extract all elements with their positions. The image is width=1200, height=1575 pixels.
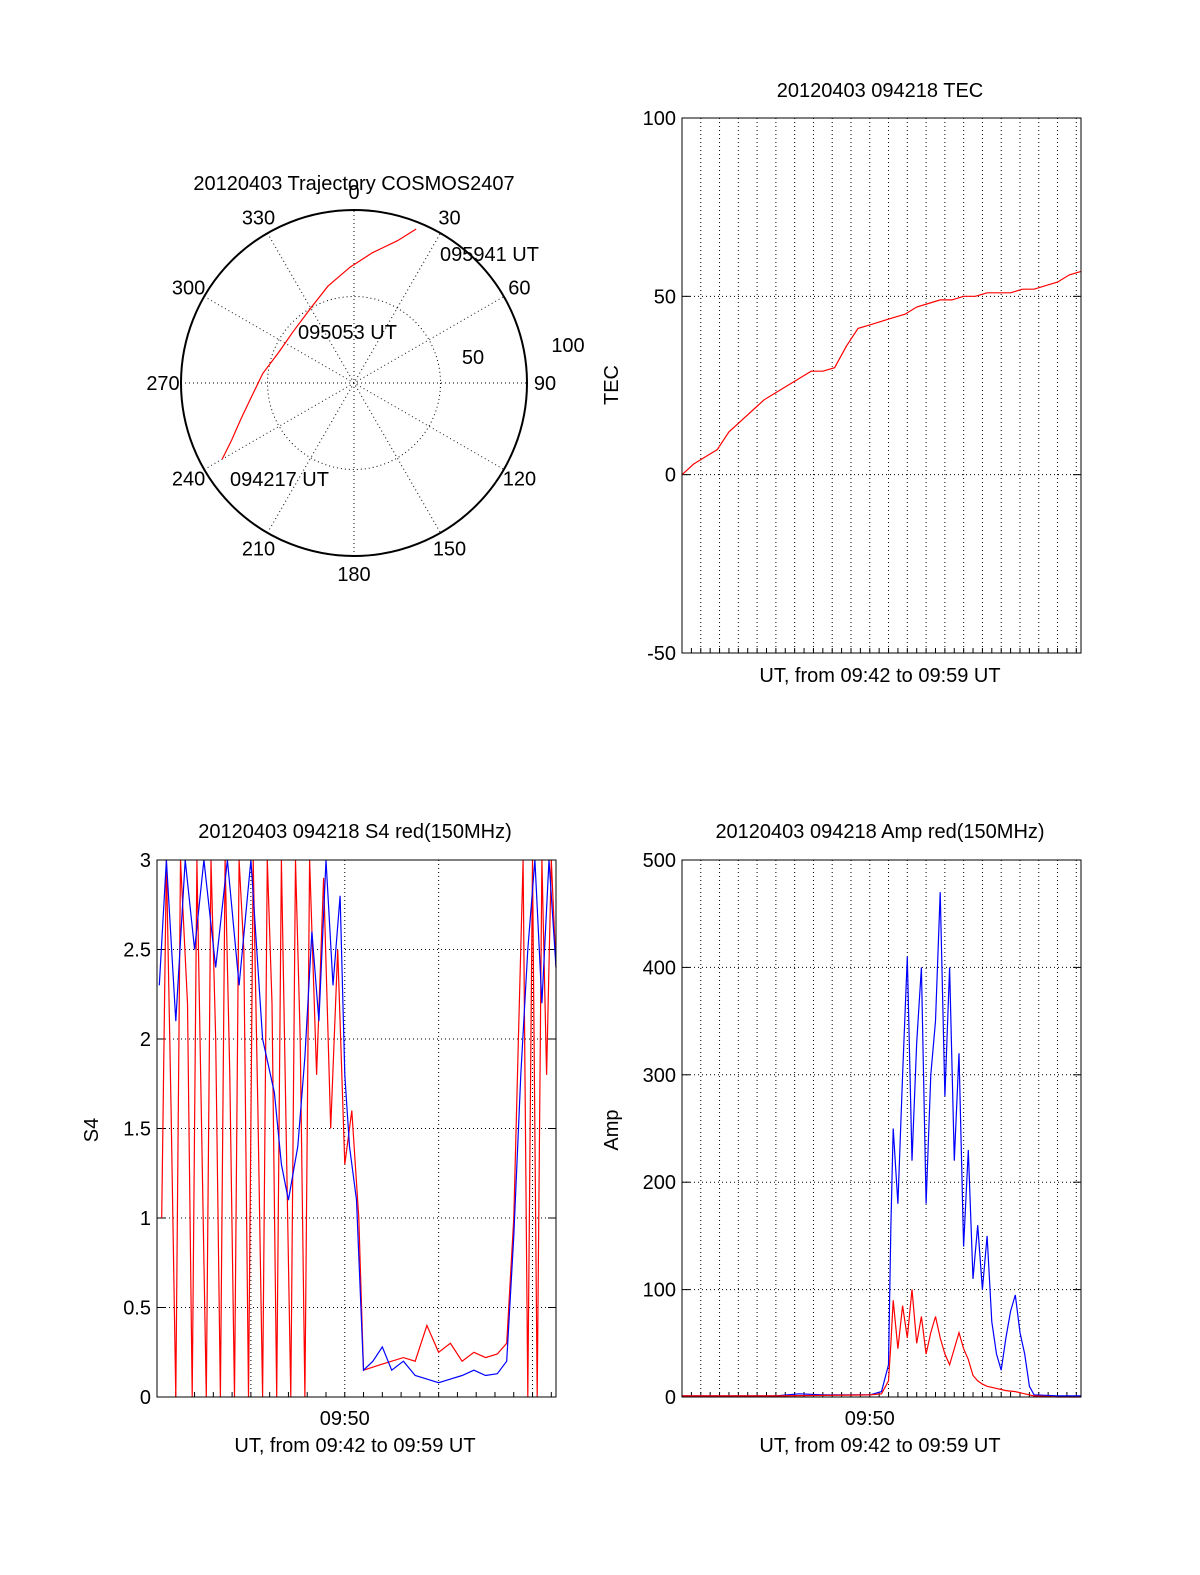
polar-angle-label: 210 xyxy=(242,538,275,560)
amp-panel: 20120403 094218 Amp red(150MHz) 0 100 200 3… xyxy=(601,821,1082,1457)
polar-angle-label: 240 xyxy=(172,469,205,491)
amp-series xyxy=(682,892,1081,1398)
amp-x-label: UT, from 09:42 to 09:59 UT xyxy=(759,1435,1000,1457)
s4-plot-frame xyxy=(156,859,557,1398)
annotation-end-time: 095941 UT xyxy=(440,244,539,266)
tec-grid xyxy=(682,118,1081,653)
s4-title: 20120403 094218 S4 red(150MHz) xyxy=(198,821,512,843)
trajectory-panel: 20120403 Trajectory COSMOS2407 0 30 60 90 12… xyxy=(146,173,584,586)
polar-angle-label: 30 xyxy=(438,208,460,230)
y-tick-label: 500 xyxy=(643,850,676,872)
blue-series-line xyxy=(158,859,557,1384)
annotation-start-time: 094217 UT xyxy=(230,469,329,491)
y-tick-label: 1.5 xyxy=(123,1119,151,1141)
polar-angle-label: 90 xyxy=(534,373,556,395)
s4-y-ticks: 0 0.5 1 1.5 2 2.5 3 xyxy=(123,850,556,1409)
tec-y-label: TEC xyxy=(601,365,623,405)
amp-plot-frame xyxy=(681,859,1082,1398)
y-tick-label: 2 xyxy=(140,1029,151,1051)
y-tick-label: 400 xyxy=(643,957,676,979)
y-tick-label: 0 xyxy=(140,1387,151,1409)
y-tick-label: 2.5 xyxy=(123,940,151,962)
tec-panel: 20120403 094218 TEC -50 0 50 100 UT, from 0… xyxy=(601,80,1082,687)
polar-spoke xyxy=(267,232,441,534)
y-tick-label: 300 xyxy=(643,1065,676,1087)
s4-panel: 20120403 094218 S4 red(150MHz) 0 0.5 1 1.5 2… xyxy=(81,821,557,1457)
s4-y-label: S4 xyxy=(81,1118,103,1142)
tec-x-label: UT, from 09:42 to 09:59 UT xyxy=(759,665,1000,687)
y-tick-label: 100 xyxy=(643,1280,676,1302)
red-series-line xyxy=(682,1289,1081,1398)
x-tick-label: 09:50 xyxy=(845,1408,895,1430)
polar-angle-label: 150 xyxy=(433,538,466,560)
tec-plot-frame xyxy=(681,117,1082,654)
trajectory-line xyxy=(221,228,417,460)
y-tick-label: 1 xyxy=(140,1208,151,1230)
y-tick-label: 100 xyxy=(643,108,676,130)
amp-title: 20120403 094218 Amp red(150MHz) xyxy=(715,821,1044,843)
tec-y-ticks: -50 0 50 100 xyxy=(643,108,1081,665)
polar-angle-label: 270 xyxy=(146,373,179,395)
polar-ring-50 xyxy=(267,296,441,470)
polar-grid xyxy=(180,209,528,557)
polar-angle-label: 60 xyxy=(508,278,530,300)
trajectory-title: 20120403 Trajectory COSMOS2407 xyxy=(193,173,514,195)
red-series-line xyxy=(161,859,557,1398)
amp-y-label: Amp xyxy=(601,1109,623,1150)
y-tick-label: -50 xyxy=(647,643,676,665)
s4-x-label: UT, from 09:42 to 09:59 UT xyxy=(234,1435,475,1457)
amp-x-ticks: 09:50 xyxy=(690,1392,1077,1430)
polar-angle-label: 330 xyxy=(242,208,275,230)
tec-title: 20120403 094218 TEC xyxy=(777,80,983,102)
polar-angle-label: 120 xyxy=(503,469,536,491)
y-tick-label: 0 xyxy=(665,1387,676,1409)
s4-x-ticks: 09:50 xyxy=(175,1392,552,1430)
radial-label-50: 50 xyxy=(462,347,484,369)
amp-grid xyxy=(682,860,1081,1397)
blue-series-line xyxy=(682,892,1081,1397)
polar-angle-labels: 0 30 60 90 120 150 180 210 240 270 300 330 xyxy=(146,182,556,586)
annotation-mid-time: 095053 UT xyxy=(298,322,397,344)
y-tick-label: 50 xyxy=(654,286,676,308)
polar-angle-label: 0 xyxy=(348,182,359,204)
tec-series xyxy=(681,270,1082,476)
y-tick-label: 200 xyxy=(643,1172,676,1194)
y-tick-label: 0.5 xyxy=(123,1298,151,1320)
y-tick-label: 0 xyxy=(665,465,676,487)
y-tick-label: 3 xyxy=(140,850,151,872)
amp-y-ticks: 0 100 200 300 400 500 xyxy=(643,850,1081,1409)
polar-angle-label: 180 xyxy=(337,564,370,586)
polar-angle-label: 300 xyxy=(172,278,205,300)
red-series-line xyxy=(681,270,1082,476)
radial-label-100: 100 xyxy=(551,335,584,357)
trajectory-series xyxy=(221,228,417,460)
x-tick-label: 09:50 xyxy=(320,1408,370,1430)
